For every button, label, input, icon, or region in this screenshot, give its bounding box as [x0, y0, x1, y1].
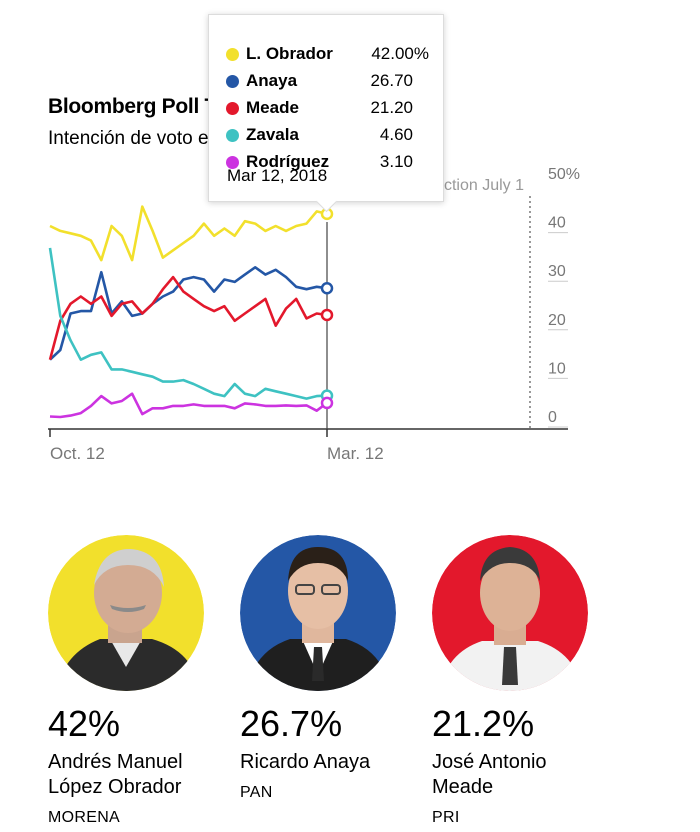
hover-point: [320, 281, 334, 295]
tooltip-name: Zavala: [246, 125, 299, 144]
meade-dot: [226, 102, 239, 115]
candidate-name: Ricardo Anaya: [240, 750, 370, 775]
zavala-dot: [226, 129, 239, 142]
candidate-percentage: 21.2%: [432, 703, 535, 744]
tooltip-value: 21.20: [370, 98, 413, 117]
candidate-avatar: [240, 535, 396, 691]
candidate-percentage: 42%: [48, 703, 121, 744]
tooltip-name: Meade: [246, 98, 299, 117]
y-tick-label: 40: [548, 215, 566, 232]
x-tick-label: Oct. 12: [50, 444, 105, 463]
candidate-card-meade: 21.2% José Antonio Meade PRI: [432, 505, 612, 830]
tooltip-row-zavala: Zavala 4.60: [209, 123, 443, 149]
candidate-card-anaya: 26.7% Ricardo Anaya PAN: [240, 505, 420, 830]
y-tick-label: 30: [548, 263, 566, 280]
series-line-meade: [48, 275, 328, 361]
series-line-zavala: [48, 247, 328, 400]
obrador-dot: [226, 48, 239, 61]
candidate-party: PAN: [240, 784, 273, 801]
candidate-name-line: Ricardo Anaya: [240, 751, 371, 773]
candidate-percentage: 26.7%: [240, 703, 343, 744]
y-tick-label: 0: [548, 409, 557, 426]
candidate-party: MORENA: [48, 809, 121, 826]
tooltip-row-anaya: Anaya 26.70: [209, 69, 443, 95]
x-tick-label: Mar. 12: [327, 444, 384, 463]
hover-point: [320, 308, 334, 322]
candidate-name-line: Andrés Manuel: [48, 751, 183, 773]
candidate-name-line: Meade: [432, 776, 494, 798]
tooltip-value: 42.00%: [371, 44, 429, 63]
series-line-l-obrador: [49, 205, 328, 262]
tooltip-value: 26.70: [370, 71, 413, 90]
hover-point: [320, 396, 334, 410]
tooltip-value: 4.60: [379, 125, 413, 144]
candidate-name: Andrés Manuel López Obrador: [48, 750, 183, 800]
tooltip-name: Anaya: [246, 71, 298, 90]
candidate-party: PRI: [432, 809, 460, 826]
candidate-name-line: José Antonio: [432, 751, 547, 773]
election-label: Election July 1: [421, 177, 524, 194]
series-line-anaya: [49, 266, 328, 361]
tooltip-row-meade: Meade 21.20: [209, 96, 443, 122]
tooltip-name: Rodríguez: [246, 152, 330, 171]
tooltip-name: L. Obrador: [246, 44, 333, 63]
tooltip-value: 3.10: [379, 152, 413, 171]
tooltip-date: Mar 12, 2018: [227, 166, 328, 185]
series-line-rodr-guez: [49, 392, 328, 419]
candidate-avatar: [48, 535, 204, 691]
poll-line-chart: Election July 1 50% 40 30 20 10 0 Oct. 12 Mar. 1…: [48, 166, 580, 463]
tooltip-row-obrador: L. Obrador 42.00%: [209, 42, 443, 68]
rodriguez-dot: [226, 156, 239, 169]
hover-tooltip: L. Obrador 42.00% Anaya 26.70 Meade 21.2…: [208, 14, 444, 202]
y-tick-label: 50%: [548, 166, 580, 183]
candidate-name-line: López Obrador: [48, 776, 182, 798]
anaya-dot: [226, 75, 239, 88]
candidate-name: José Antonio Meade: [432, 750, 547, 800]
y-tick-label: 20: [548, 312, 566, 329]
y-tick-label: 10: [548, 360, 566, 377]
candidate-card-obrador: 42% Andrés Manuel López Obrador MORENA: [48, 505, 228, 830]
candidate-avatar: [432, 535, 588, 691]
tooltip-row-rodriguez: Rodríguez 3.10: [209, 150, 443, 176]
